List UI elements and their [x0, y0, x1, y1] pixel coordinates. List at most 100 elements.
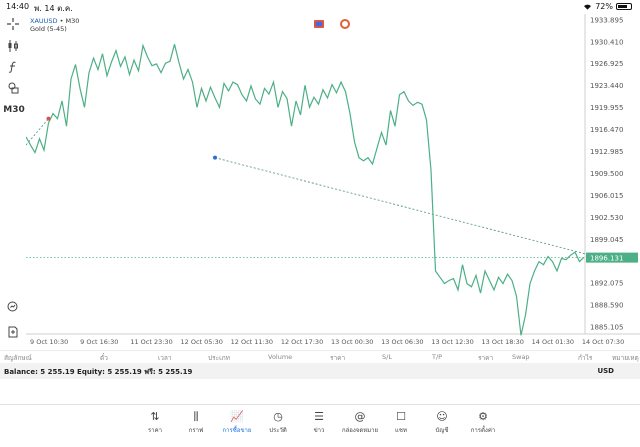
- status-right: 72%: [583, 2, 632, 11]
- time-tick-label: 13 Oct 06:30: [381, 338, 423, 346]
- objects-shapes-icon[interactable]: [4, 80, 22, 96]
- battery-percent: 72%: [595, 2, 613, 11]
- time-tick-label: 12 Oct 11:30: [231, 338, 273, 346]
- price-tick-label: 1899.045: [590, 236, 623, 244]
- status-time: 14:40: [6, 2, 30, 11]
- tab-label: กราฟ: [188, 427, 204, 434]
- time-tick-label: 9 Oct 16:30: [80, 338, 118, 346]
- positions-column-header[interactable]: T/P: [432, 353, 443, 361]
- timeframe-selector[interactable]: M30: [3, 105, 25, 115]
- tab-label: กล่องจดหมาย: [341, 427, 379, 434]
- tab-candles[interactable]: ⫼ กราฟ: [177, 409, 215, 439]
- price-tick-label: 1888.590: [590, 302, 623, 310]
- trendline-right: [214, 157, 589, 256]
- candles-icon: ⫼: [193, 410, 199, 423]
- trade-chart-icon: 📈: [230, 410, 244, 423]
- tab-label: การตั้งค่า: [470, 427, 496, 434]
- tab-label: แชท: [395, 427, 407, 434]
- price-series-line: [26, 43, 585, 336]
- positions-column-header[interactable]: ราคา: [330, 354, 346, 362]
- chart-canvas[interactable]: 1933.895 1930.410 1926.925 1923.440 1919.955…: [26, 14, 640, 350]
- trendline-anchor-dot: [46, 116, 51, 121]
- tab-label: การซื้อขาย: [222, 427, 252, 434]
- price-tick-label: 1923.440: [590, 82, 623, 90]
- mail-at-icon: @: [354, 410, 366, 423]
- chat-icon: ☐: [396, 410, 406, 423]
- crosshair-icon[interactable]: [4, 16, 22, 32]
- price-chart[interactable]: 1933.895 1930.410 1926.925 1923.440 1919.955…: [26, 14, 640, 350]
- price-tick-label: 1930.410: [590, 38, 623, 46]
- tab-news[interactable]: ☰ ข่าว: [300, 409, 338, 439]
- positions-column-header[interactable]: เวลา: [158, 354, 172, 362]
- symbol-timeframe: • M30: [57, 17, 80, 25]
- positions-column-header[interactable]: ตั๋ว: [100, 354, 108, 362]
- news-icon: ☰: [314, 410, 324, 423]
- one-click-trading-icon[interactable]: [314, 20, 324, 28]
- positions-column-header[interactable]: ราคา: [478, 354, 494, 362]
- tab-history[interactable]: ◷ ประวัติ: [259, 409, 297, 439]
- trendline-anchor-dot: [213, 155, 217, 160]
- tab-label: บัญชี: [435, 427, 449, 434]
- battery-icon: [616, 3, 632, 10]
- status-bar: 14:40 พ. 14 ต.ค. 72%: [0, 0, 640, 14]
- price-tick-label: 1885.105: [590, 324, 623, 332]
- price-tick-label: 1919.955: [590, 104, 623, 112]
- tab-trade-chart[interactable]: 📈 การซื้อขาย: [218, 409, 256, 439]
- positions-column-header[interactable]: กำไร: [578, 354, 593, 362]
- arrows-updown-icon: ⇅: [150, 410, 160, 423]
- status-date: พ. 14 ต.ค.: [34, 4, 73, 13]
- positions-column-header[interactable]: ประเภท: [208, 354, 230, 362]
- time-tick-label: 12 Oct 17:30: [281, 338, 323, 346]
- tab-label: ราคา: [148, 427, 162, 434]
- battery-level: [618, 5, 627, 8]
- time-tick-label: 9 Oct 10:30: [30, 338, 68, 346]
- candlestick-type-icon[interactable]: [4, 38, 22, 54]
- settings-gear-icon: ⚙: [478, 410, 488, 423]
- price-tick-label: 1892.075: [590, 280, 623, 288]
- tab-chat[interactable]: ☐ แชท: [382, 409, 420, 439]
- time-tick-label: 14 Oct 01:30: [532, 338, 574, 346]
- trendline-left: [26, 118, 49, 146]
- positions-column-header[interactable]: สัญลักษณ์: [4, 354, 32, 362]
- price-tick-label: 1916.470: [590, 126, 623, 134]
- time-tick-label: 14 Oct 07:30: [582, 338, 624, 346]
- price-tick-label: 1902.530: [590, 214, 623, 222]
- chart-toolbar: M30: [0, 14, 26, 344]
- wifi-icon: [584, 4, 592, 10]
- price-tick-label: 1912.985: [590, 148, 623, 156]
- symbol-name: XAUUSD: [30, 17, 58, 25]
- tab-label: ข่าว: [313, 427, 325, 434]
- account-icon: ☺: [436, 410, 448, 423]
- positions-column-header[interactable]: หมายเหตุ: [612, 354, 639, 362]
- positions-column-header[interactable]: Swap: [512, 353, 530, 361]
- current-price-tag: [586, 252, 638, 263]
- zoom-search-icon[interactable]: [4, 299, 22, 315]
- bottom-tab-bar: ⇅ ราคา ⫼ กราฟ 📈 การซื้อขาย ◷ ประวัติ ☰ ข่าว @ กล่อง…: [0, 404, 640, 447]
- price-tick-label: 1906.015: [590, 192, 623, 200]
- balance-text: Balance: 5 255.19 Equity: 5 255.19 ฟรี: …: [4, 368, 193, 376]
- time-tick-label: 13 Oct 00:30: [331, 338, 373, 346]
- positions-header: สัญลักษณ์ ตั๋ว เวลา ประเภท Volume ราคา S/L T/P ร…: [0, 350, 640, 363]
- tab-label: ประวัติ: [269, 427, 287, 434]
- balance-currency: USD: [597, 367, 614, 375]
- time-tick-label: 11 Oct 23:30: [130, 338, 172, 346]
- indicators-f-icon[interactable]: [4, 59, 22, 75]
- chart-symbol: XAUUSD • M30: [30, 17, 79, 25]
- new-order-icon[interactable]: [4, 324, 22, 340]
- indicator-name: Gold (5-45): [30, 25, 67, 33]
- trade-levels-icon[interactable]: [340, 19, 350, 29]
- tab-mail-at[interactable]: @ กล่องจดหมาย: [341, 409, 379, 439]
- time-tick-label: 13 Oct 18:30: [482, 338, 524, 346]
- positions-column-header[interactable]: S/L: [382, 353, 392, 361]
- tab-account[interactable]: ☺ บัญชี: [423, 409, 461, 439]
- price-tick-label: 1909.500: [590, 170, 623, 178]
- price-tick-label: 1933.895: [590, 16, 623, 24]
- positions-column-header[interactable]: Volume: [268, 353, 293, 361]
- tab-arrows-updown[interactable]: ⇅ ราคา: [136, 409, 174, 439]
- price-tick-label: 1926.925: [590, 60, 623, 68]
- time-tick-label: 13 Oct 12:30: [431, 338, 473, 346]
- history-icon: ◷: [273, 410, 283, 423]
- time-tick-label: 12 Oct 05:30: [181, 338, 223, 346]
- current-price-label: 1896.131: [590, 255, 623, 263]
- tab-settings-gear[interactable]: ⚙ การตั้งค่า: [464, 409, 502, 439]
